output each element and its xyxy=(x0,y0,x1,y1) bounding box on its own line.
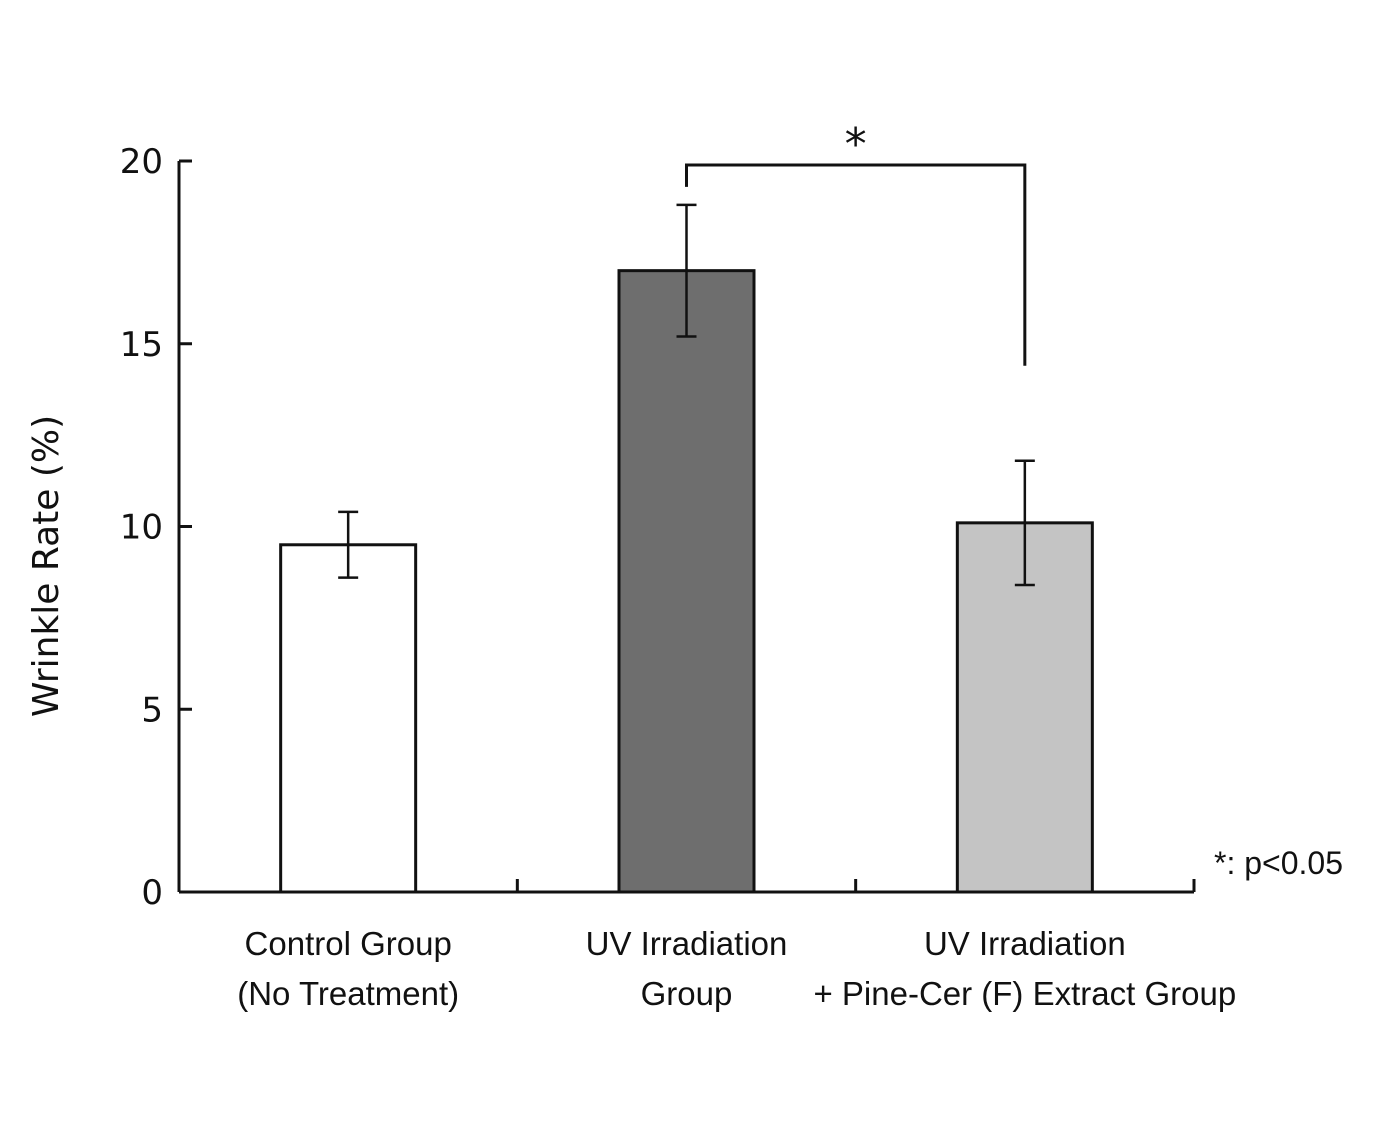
significance-star: * xyxy=(845,119,867,170)
y-tick-label: 20 xyxy=(120,142,163,182)
y-tick-label: 15 xyxy=(120,325,163,365)
significance-bracket: * xyxy=(685,119,1027,366)
y-tick-label: 5 xyxy=(141,690,163,730)
category-label: (No Treatment) xyxy=(237,975,459,1012)
significance-bracket-line xyxy=(685,163,1027,366)
bar xyxy=(279,543,418,894)
category-label: UV Irradiation xyxy=(924,925,1126,962)
category-label: Control Group xyxy=(245,925,452,962)
category-label: Group xyxy=(641,975,733,1012)
category-label: UV Irradiation xyxy=(586,925,788,962)
bars xyxy=(279,269,1094,894)
error-bars xyxy=(338,203,1035,587)
y-axis: 0 5 10 15 20 xyxy=(120,142,192,913)
y-tick-label: 10 xyxy=(120,508,163,548)
y-tick-label: 0 xyxy=(141,873,163,913)
bar xyxy=(617,269,756,894)
significance-note: *: p<0.05 xyxy=(1214,845,1343,881)
x-axis: Control Group (No Treatment) UV Irradiatio… xyxy=(179,879,1236,1012)
y-axis-title: Wrinkle Rate (%) xyxy=(26,415,67,717)
category-label: + Pine-Cer (F) Extract Group xyxy=(813,975,1236,1012)
